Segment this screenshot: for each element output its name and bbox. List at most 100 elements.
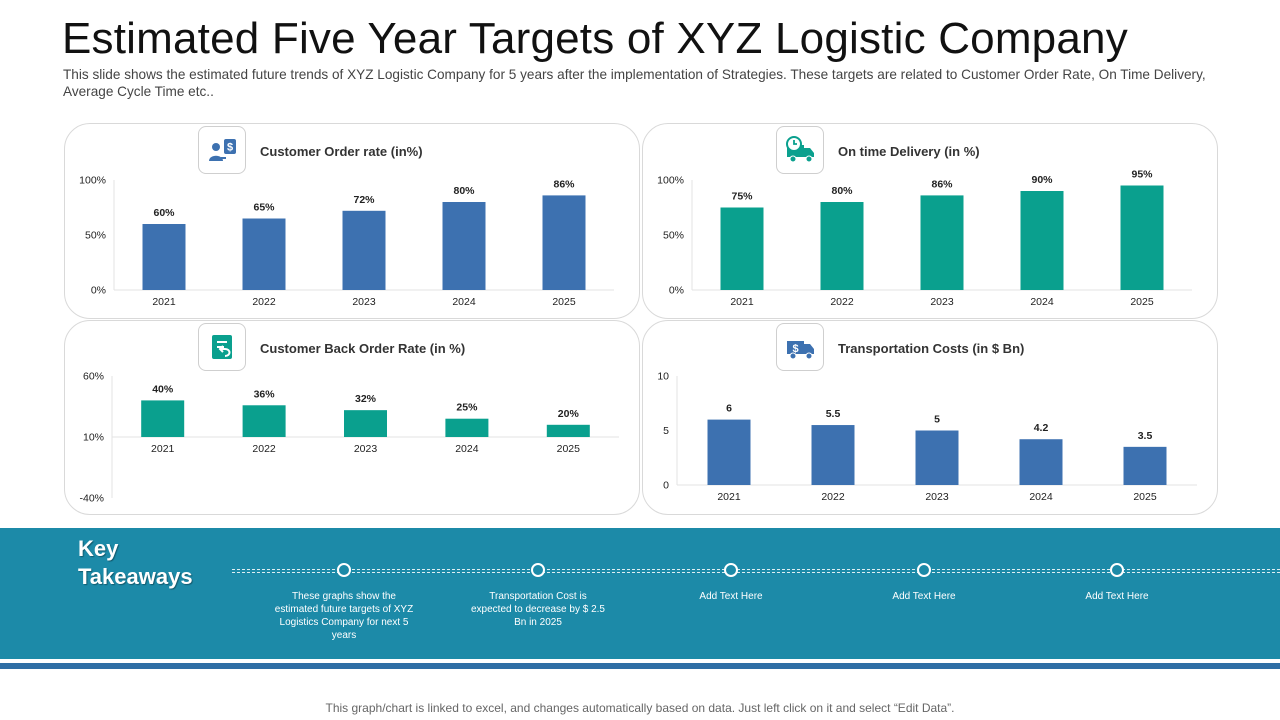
y-tick-label: 10 — [657, 371, 669, 383]
bar-2022 — [242, 218, 286, 290]
bar-2025 — [542, 195, 586, 290]
takeaway-text: Transportation Cost is expected to decre… — [471, 591, 605, 628]
x-tick-label: 2024 — [455, 443, 479, 455]
icon-box-customer-back-order-rate — [198, 323, 246, 371]
key-takeaways-title: Key Takeaways — [78, 536, 193, 589]
bar-2021 — [141, 400, 185, 437]
icon-box-transportation-costs: $ — [776, 323, 824, 371]
takeaway-text: These graphs show the estimated future t… — [274, 591, 414, 641]
y-tick-label: 0% — [669, 285, 684, 297]
data-label: 75% — [731, 191, 753, 203]
takeaway-text: Add Text Here — [1085, 591, 1149, 602]
x-tick-label: 2025 — [1130, 296, 1154, 308]
x-tick-label: 2024 — [1029, 491, 1053, 503]
x-tick-label: 2022 — [830, 296, 854, 308]
data-label: 65% — [253, 202, 275, 214]
data-label: 86% — [931, 178, 953, 190]
icon-box-customer-order-rate: $ — [198, 126, 246, 174]
y-tick-label: 50% — [85, 230, 106, 242]
svg-text:$: $ — [792, 343, 798, 355]
divider — [0, 663, 1280, 669]
dollar-truck-icon: $ — [787, 341, 814, 360]
bar-2025 — [546, 424, 590, 437]
chart-customer-order-rate: 0% 50% 100% 60% 2021 65% 2022 72% 2023 80% 2024 86%… — [79, 175, 614, 308]
timeline-node — [917, 563, 931, 577]
y-tick-label: -40% — [79, 493, 104, 505]
timeline-node — [1110, 563, 1124, 577]
data-label: 95% — [1131, 169, 1153, 181]
x-tick-label: 2025 — [1133, 491, 1157, 503]
chart-customer-back-order-rate: -40% 10% 60% 40% 2021 36% 2022 32% 2023 25% 2024 20… — [79, 371, 619, 505]
timeline-node — [724, 563, 738, 577]
x-tick-label: 2023 — [354, 443, 378, 455]
bar-2024 — [445, 418, 489, 437]
document-return-icon — [212, 335, 232, 359]
bar-2023 — [920, 195, 964, 290]
data-label: 36% — [254, 388, 276, 400]
data-label: 3.5 — [1138, 430, 1153, 442]
data-label: 90% — [1031, 174, 1053, 186]
x-tick-label: 2021 — [717, 491, 741, 503]
bar-2021 — [720, 207, 764, 290]
x-tick-label: 2021 — [730, 296, 754, 308]
chart-on-time-delivery: 0% 50% 100% 75% 2021 80% 2022 86% 2023 90% 2024 95%… — [657, 169, 1192, 308]
data-label: 5.5 — [826, 408, 841, 420]
page-title: Estimated Five Year Targets of XYZ Logis… — [62, 14, 1128, 63]
chart-title-customer-order-rate: Customer Order rate (in%) — [260, 144, 423, 159]
data-label: 6 — [726, 403, 732, 415]
divider — [0, 660, 1280, 664]
data-label: 86% — [553, 178, 575, 190]
customer-money-icon: $ — [209, 139, 236, 161]
bar-2024 — [442, 202, 486, 290]
chart-transportation-costs: 0 5 10 6 2021 5.5 2022 5 2023 4.2 2024 3.5 2025 — [657, 371, 1197, 503]
page-subtitle: This slide shows the estimated future tr… — [63, 67, 1206, 99]
data-label: 72% — [353, 194, 375, 206]
data-label: 25% — [456, 402, 478, 414]
data-label: 5 — [934, 414, 940, 426]
chart-title-customer-back-order-rate: Customer Back Order Rate (in %) — [260, 341, 466, 356]
y-tick-label: 5 — [663, 425, 669, 437]
chart-title-transportation-costs: Transportation Costs (in $ Bn) — [838, 341, 1025, 356]
y-tick-label: 10% — [83, 432, 104, 444]
data-label: 40% — [152, 383, 174, 395]
bar-2023 — [344, 410, 387, 437]
takeaway-text: Add Text Here — [699, 591, 763, 602]
bar-2022 — [811, 425, 855, 485]
x-tick-label: 2024 — [452, 296, 476, 308]
x-tick-label: 2021 — [151, 443, 175, 455]
x-tick-label: 2023 — [925, 491, 949, 503]
x-tick-label: 2022 — [252, 296, 276, 308]
chart-title-on-time-delivery: On time Delivery (in %) — [838, 144, 980, 159]
x-tick-label: 2022 — [252, 443, 276, 455]
footer-note: This graph/chart is linked to excel, and… — [325, 701, 955, 715]
svg-text:$: $ — [227, 142, 233, 154]
x-tick-label: 2021 — [152, 296, 176, 308]
bar-2022 — [820, 202, 864, 290]
x-tick-label: 2023 — [352, 296, 376, 308]
x-tick-label: 2022 — [821, 491, 845, 503]
bar-2025 — [1123, 446, 1167, 485]
data-label: 80% — [453, 185, 475, 197]
timeline-node — [337, 563, 351, 577]
data-label: 4.2 — [1034, 422, 1049, 434]
x-tick-label: 2025 — [552, 296, 576, 308]
data-label: 80% — [831, 185, 853, 197]
takeaway-text: Add Text Here — [892, 591, 956, 602]
y-tick-label: 100% — [657, 175, 684, 187]
x-tick-label: 2023 — [930, 296, 954, 308]
key-takeaways-band — [0, 528, 1280, 659]
y-tick-label: 60% — [83, 371, 104, 383]
bar-2023 — [342, 210, 386, 290]
icon-box-on-time-delivery — [776, 126, 824, 174]
timeline-node — [531, 563, 545, 577]
y-tick-label: 50% — [663, 230, 684, 242]
timeline-line — [232, 569, 1280, 570]
timeline-line — [232, 572, 1280, 573]
y-tick-label: 0% — [91, 285, 106, 297]
x-tick-label: 2024 — [1030, 296, 1054, 308]
y-tick-label: 100% — [79, 175, 106, 187]
bar-2022 — [242, 405, 286, 437]
data-label: 20% — [558, 408, 580, 420]
x-tick-label: 2025 — [557, 443, 581, 455]
bar-2024 — [1019, 439, 1063, 485]
